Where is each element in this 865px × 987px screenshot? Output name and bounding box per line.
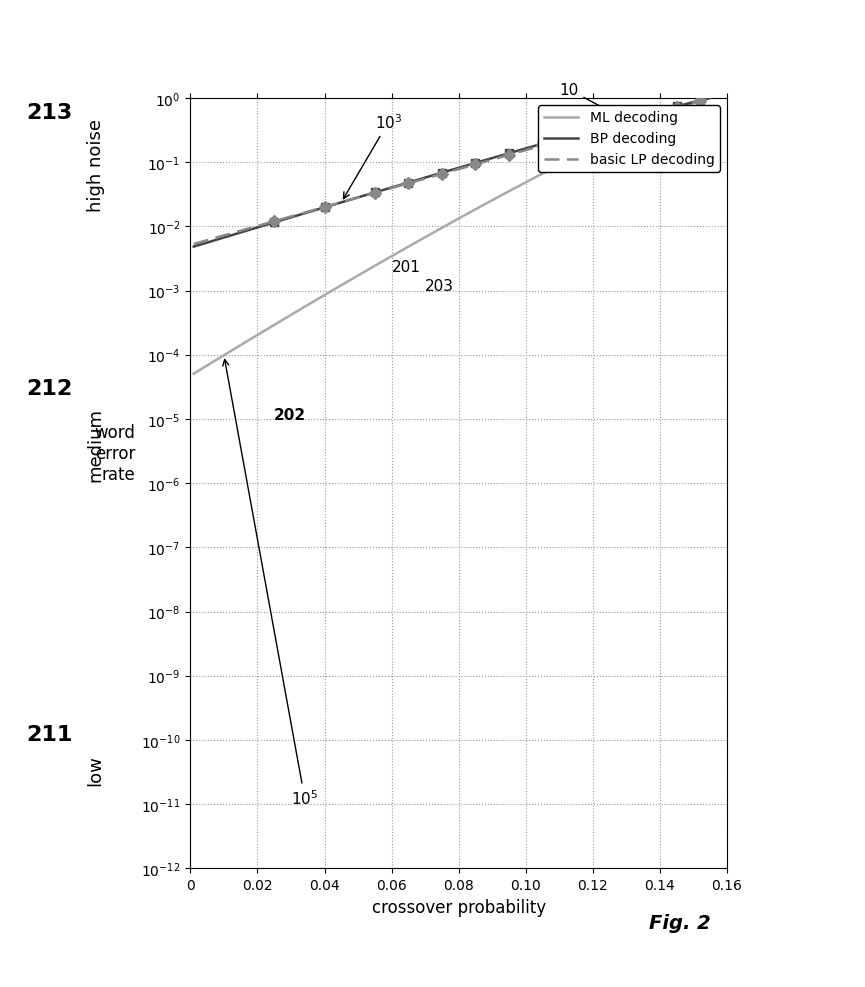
Text: $10^3$: $10^3$: [343, 114, 402, 199]
BP decoding: [437, 168, 447, 180]
basic LP decoding: [433, 170, 444, 182]
Text: low: low: [86, 754, 105, 786]
ML decoding: [437, 222, 447, 234]
X-axis label: crossover probability: crossover probability: [371, 898, 546, 916]
Line: ML decoding: ML decoding: [194, 99, 710, 374]
Text: 10: 10: [559, 83, 622, 118]
Line: BP decoding: BP decoding: [194, 99, 710, 247]
Text: Fig. 2: Fig. 2: [649, 913, 710, 932]
Legend: ML decoding, BP decoding, basic LP decoding: ML decoding, BP decoding, basic LP decod…: [538, 106, 720, 173]
basic LP decoding: [496, 152, 506, 164]
BP decoding: [692, 96, 702, 108]
ML decoding: [705, 93, 715, 105]
Y-axis label: word
error
rate: word error rate: [94, 424, 136, 484]
BP decoding: [433, 168, 444, 180]
BP decoding: [612, 117, 622, 129]
basic LP decoding: [437, 169, 447, 181]
ML decoding: [496, 190, 506, 202]
Text: 212: 212: [26, 379, 72, 399]
BP decoding: [705, 93, 715, 105]
Text: $10^5$: $10^5$: [222, 360, 318, 807]
Text: 203: 203: [425, 279, 454, 294]
Line: basic LP decoding: basic LP decoding: [194, 99, 710, 245]
Text: 213: 213: [26, 103, 72, 122]
ML decoding: [433, 224, 444, 236]
Text: 202: 202: [274, 408, 306, 422]
Text: 211: 211: [26, 724, 73, 744]
BP decoding: [496, 150, 506, 162]
basic LP decoding: [692, 97, 702, 109]
basic LP decoding: [705, 93, 715, 105]
BP decoding: [189, 241, 199, 253]
Text: medium: medium: [86, 408, 105, 481]
basic LP decoding: [468, 160, 478, 172]
ML decoding: [612, 131, 622, 143]
ML decoding: [468, 205, 478, 217]
basic LP decoding: [612, 119, 622, 131]
ML decoding: [189, 368, 199, 380]
ML decoding: [692, 97, 702, 109]
Text: high noise: high noise: [86, 118, 105, 211]
Text: 201: 201: [391, 260, 420, 274]
BP decoding: [468, 158, 478, 170]
basic LP decoding: [189, 239, 199, 251]
